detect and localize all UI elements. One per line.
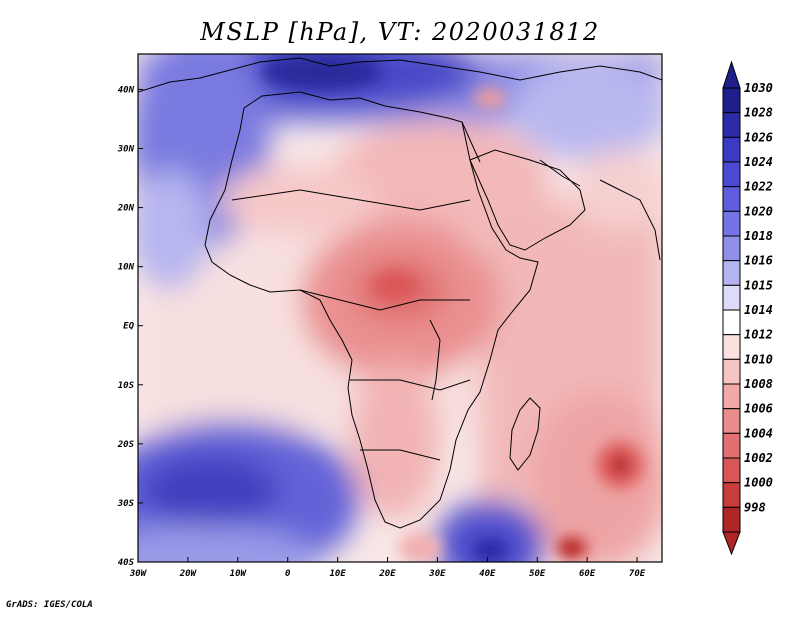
colorbar-swatch [722,358,741,385]
colorbar-label: 1006 [744,402,773,416]
lon-tick-label: 60E [579,569,596,579]
colorbar-swatch [722,260,741,286]
lat-tick-label: 20S [117,440,135,450]
chart-title: MSLP [hPa], VT: 2020031812 [200,18,600,46]
lon-tick-label: 20E [378,569,396,579]
colorbar-swatch [722,136,741,163]
colorbar-label: 1008 [744,377,773,391]
colorbar-swatch [722,432,741,459]
lat-tick-label: 30N [117,145,135,155]
colorbar-label: 1004 [744,426,773,440]
colorbar-swatch [722,334,741,360]
colorbar-label: 998 [744,500,766,514]
lon-tick-label: 30W [129,569,148,579]
lat-tick-label: 30S [117,499,135,509]
sahel-border [231,189,471,211]
colorbar-top-arrow [722,60,741,89]
lon-axis: 30W 20W 10W 0 10E 20E 30E 40E 50E 60E 70E [129,557,646,579]
map-frame [137,53,663,563]
lat-tick-label: 10S [118,381,135,391]
colorbar-label: 1024 [744,155,773,169]
arabia [469,149,586,251]
colorbar-swatch [722,210,741,237]
sa-border [360,449,441,461]
colorbar-swatch [722,457,741,484]
colorbar-swatch [722,186,741,212]
lat-axis: 40N 30N 20N 10N EQ 10S 20S 30S 40S [117,85,143,568]
colorbar-label: 1022 [744,180,773,194]
lon-tick-label: 10E [329,569,346,579]
colorbar-swatch [722,309,741,336]
africa-coastline [204,91,539,529]
lat-tick-label: 20N [117,204,135,214]
colorbar-label: 1018 [744,229,773,243]
india [599,179,661,261]
colorbar-swatch [722,161,741,188]
colorbar-label: 1002 [744,451,773,465]
europe-coast [138,57,662,93]
colorbar-label: 1016 [744,254,773,268]
colorbar-label: 1014 [744,303,773,317]
coastlines [138,57,662,529]
lat-tick-label: 40N [118,85,135,95]
colorbar-label: 1012 [744,328,773,342]
colorbar-swatch [722,408,741,434]
colorbar-swatch [722,284,741,311]
colorbar-label: 1010 [744,352,773,366]
lon-tick-label: 40E [479,569,496,579]
colorbar-swatch [722,235,741,262]
lon-tick-label: 20W [179,569,198,579]
central-border [299,289,470,311]
colorbar-label: 1015 [744,278,773,292]
colorbar-label: 1028 [744,106,773,120]
pressure-field [138,54,662,562]
lat-tick-label: 10N [118,263,135,273]
colorbar-swatch [722,112,741,138]
persian-gulf [539,159,581,187]
southern-border [350,379,471,391]
colorbar-swatch [722,482,741,508]
lon-tick-label: 50E [529,569,546,579]
colorbar-label: 1000 [744,476,773,490]
colorbar-bottom-arrow [722,531,741,556]
lon-tick-label: 70E [629,569,646,579]
lat-tick-label: EQ [123,322,134,332]
colorbar-label: 1026 [744,130,773,144]
colorbar-swatch [722,87,741,114]
lon-tick-label: 30E [428,569,446,579]
lat-tick-label: 40S [118,558,135,568]
great-lakes [429,319,441,401]
colorbar: 1030 1028 1026 1024 1022 1020 1018 1016 1015 1014… [722,60,773,556]
colorbar-label: 1020 [744,204,773,218]
colorbar-swatch [722,506,741,533]
footer-credit: GrADS: IGES/COLA [6,600,93,610]
lon-tick-label: 10W [230,569,248,579]
lon-tick-label: 0 [285,569,291,579]
colorbar-label: 1030 [744,81,773,95]
red-sea [461,121,481,163]
madagascar [509,397,541,471]
colorbar-swatch [722,383,741,410]
